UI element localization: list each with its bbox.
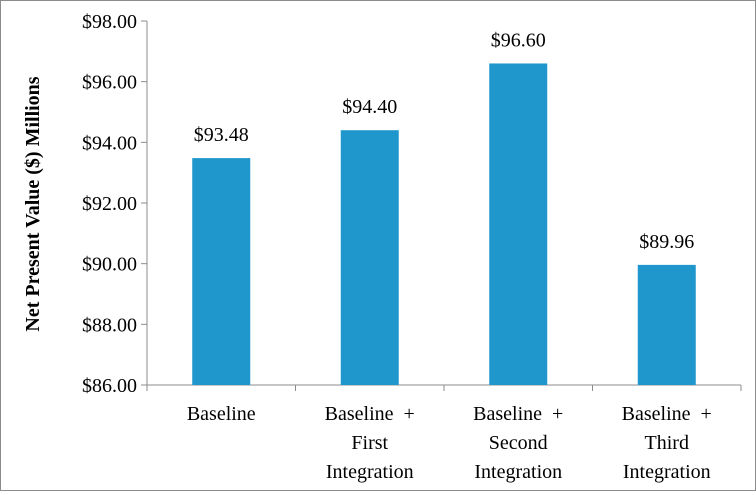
bars — [192, 63, 696, 385]
y-tick-label: $96.00 — [82, 72, 137, 94]
y-tick-label: $98.00 — [82, 11, 137, 33]
data-label: $94.40 — [342, 96, 397, 118]
bar — [340, 130, 399, 385]
x-category-label: First — [351, 432, 388, 454]
x-category-label: Integration — [474, 461, 562, 483]
y-tick-label: $86.00 — [82, 375, 137, 397]
bar — [637, 264, 696, 385]
x-category-label: Baseline + — [473, 403, 563, 425]
y-axis-ticks: $86.00 $88.00 $90.00 $92.00 $94.00 $96.00 $98.… — [82, 11, 147, 397]
x-category-label: Third — [645, 432, 689, 454]
x-axis-labels: Baseline Baseline + First Integration Baseli… — [187, 403, 712, 483]
x-category-label: Baseline + — [622, 403, 712, 425]
x-category-label: Baseline + — [325, 403, 415, 425]
data-label: $96.60 — [491, 29, 546, 51]
data-label: $89.96 — [639, 231, 694, 253]
y-axis-title: Net Present Value ($) Millions — [22, 76, 44, 331]
bar — [192, 158, 251, 385]
x-category-label: Integration — [623, 461, 711, 483]
x-category-label: Second — [489, 432, 548, 454]
y-tick-label: $94.00 — [82, 132, 137, 154]
x-category-label: Baseline — [187, 403, 256, 425]
y-tick-label: $90.00 — [82, 254, 137, 276]
data-labels: $93.48 $94.40 $96.60 $89.96 — [194, 29, 695, 252]
bar — [489, 63, 548, 385]
y-tick-label: $92.00 — [82, 193, 137, 215]
data-label: $93.48 — [194, 124, 249, 146]
x-category-label: Integration — [326, 461, 414, 483]
y-tick-label: $88.00 — [82, 314, 137, 336]
